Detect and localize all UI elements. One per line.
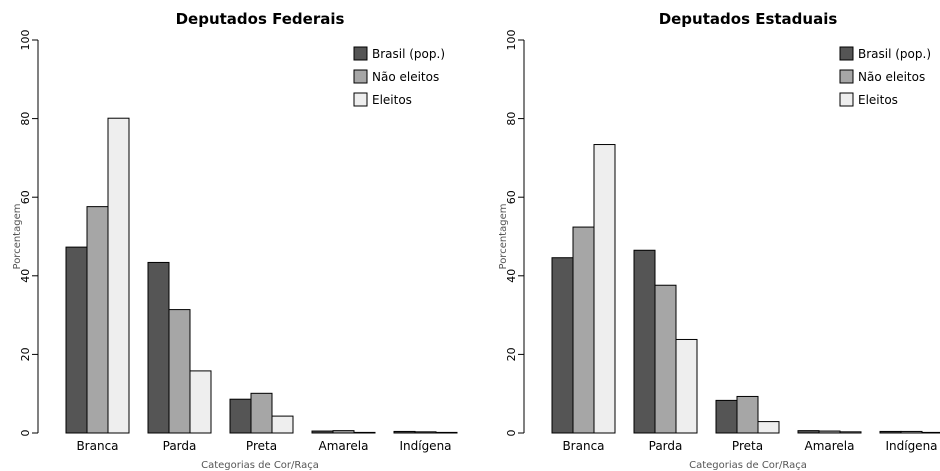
y-tick-label: 40 [19, 269, 32, 283]
legend-label: Brasil (pop.) [858, 47, 931, 61]
legend-label: Eleitos [372, 93, 412, 107]
x-tick-label: Branca [76, 439, 118, 453]
bar-branca-1 [551, 257, 574, 434]
bar-parda-1 [147, 261, 170, 434]
x-axis-label: Categorias de Cor/Raça [201, 460, 319, 471]
bar-branca-2 [86, 206, 109, 434]
bar-amarela-2 [332, 430, 355, 434]
legend-swatch [839, 46, 854, 61]
bar-parda-3 [675, 338, 698, 434]
legend-label: Não eleitos [858, 70, 925, 84]
y-tick-label: 20 [505, 347, 518, 361]
chart-panel-1: Deputados Federais 0 20 40 60 80 100 Porcentage… [12, 10, 458, 471]
chart-panel-2: Deputados Estaduais 0 20 40 60 80 100 Porcentag… [498, 10, 940, 471]
y-tick-label: 60 [505, 190, 518, 204]
legend-swatch [353, 46, 368, 61]
x-tick-label: Parda [163, 439, 197, 453]
y-tick-label: 20 [19, 347, 32, 361]
bar-indígena-2 [900, 430, 923, 434]
legend-label: Não eleitos [372, 70, 439, 84]
y-tick-label: 80 [19, 112, 32, 126]
y-tick-label: 60 [19, 190, 32, 204]
bar-branca-3 [593, 144, 616, 434]
bar-amarela-2 [818, 430, 841, 434]
bar-preta-2 [736, 395, 759, 434]
y-tick-label: 100 [19, 30, 32, 51]
bar-indígena-2 [414, 431, 437, 434]
y-tick-label: 80 [505, 112, 518, 126]
x-tick-label: Parda [649, 439, 683, 453]
chart-title: Deputados Federais [176, 10, 345, 28]
legend-swatch [353, 92, 368, 107]
bar-parda-3 [189, 370, 212, 434]
legend-swatch [839, 92, 854, 107]
x-tick-label: Indígena [885, 439, 937, 453]
bar-indígena-3 [435, 431, 458, 434]
bar-preta-3 [271, 415, 294, 434]
bar-amarela-1 [797, 430, 820, 434]
y-tick-label: 40 [505, 269, 518, 283]
x-tick-label: Branca [562, 439, 604, 453]
bar-branca-2 [572, 226, 595, 434]
bar-indígena-3 [921, 431, 940, 434]
legend-swatch [839, 69, 854, 84]
chart-title: Deputados Estaduais [659, 10, 838, 28]
bar-parda-2 [654, 284, 677, 434]
x-tick-label: Preta [246, 439, 277, 453]
bar-branca-3 [107, 117, 130, 434]
y-tick-label: 0 [505, 430, 518, 437]
y-tick-label: 100 [505, 30, 518, 51]
bar-preta-1 [229, 398, 252, 434]
bar-parda-2 [168, 309, 191, 434]
bar-indígena-1 [393, 430, 416, 434]
bar-indígena-1 [879, 430, 902, 434]
x-tick-label: Amarela [319, 439, 369, 453]
bar-amarela-1 [311, 430, 334, 434]
y-tick-label: 0 [19, 430, 32, 437]
bar-amarela-3 [353, 431, 376, 434]
bar-parda-1 [633, 249, 656, 434]
bar-amarela-3 [839, 431, 862, 434]
legend-label: Brasil (pop.) [372, 47, 445, 61]
bar-preta-1 [715, 399, 738, 434]
legend-label: Eleitos [858, 93, 898, 107]
bar-branca-1 [65, 246, 88, 434]
bar-preta-2 [250, 392, 273, 434]
x-tick-label: Preta [732, 439, 763, 453]
x-tick-label: Indígena [399, 439, 451, 453]
y-axis-label: Porcentagem [498, 204, 509, 270]
x-axis-label: Categorias de Cor/Raça [689, 460, 807, 471]
y-axis-label: Porcentagem [12, 204, 23, 270]
x-tick-label: Amarela [805, 439, 855, 453]
legend-swatch [353, 69, 368, 84]
bar-preta-3 [757, 421, 780, 434]
